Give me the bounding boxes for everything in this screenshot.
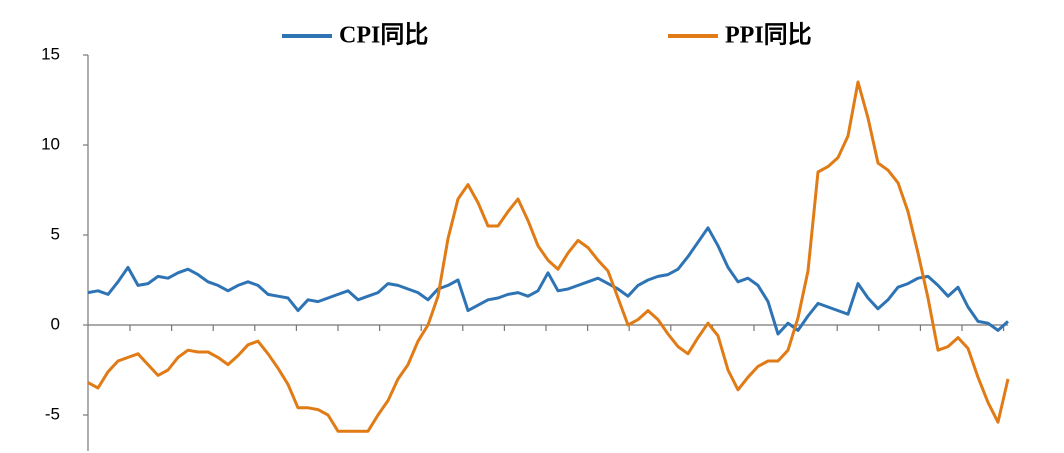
y-tick-label: 0 [51, 314, 60, 333]
y-tick-label: 15 [41, 44, 60, 63]
y-tick-label: 5 [51, 224, 60, 243]
legend-label: CPI同比 [339, 22, 428, 49]
series-line [87, 226, 1010, 336]
legend-label: PPI同比 [725, 22, 812, 49]
series-line [87, 80, 1010, 433]
y-tick-label: 10 [41, 134, 60, 153]
y-tick-label: -5 [45, 404, 60, 423]
